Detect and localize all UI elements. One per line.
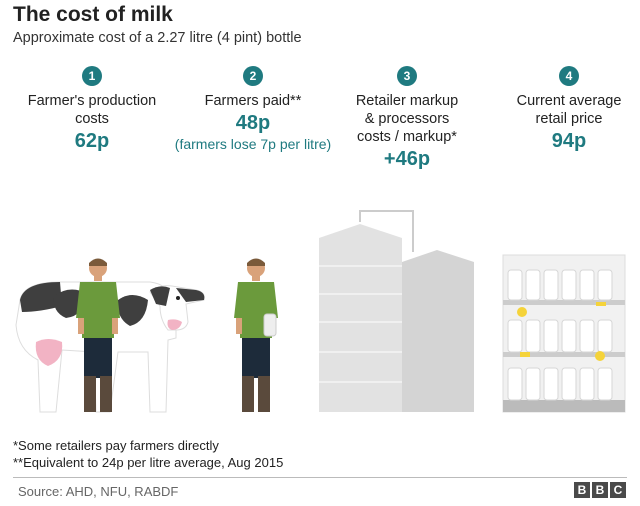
step-value: 48p — [235, 112, 271, 134]
step-number-badge: 4 — [559, 66, 579, 86]
step-label-line: retail price — [535, 111, 603, 127]
bbc-logo-letter: B — [592, 482, 608, 498]
step-number-badge: 3 — [397, 66, 417, 86]
step-value: 94p — [551, 130, 587, 152]
step-2: 2 Farmers paid** 48p (farmers lose 7p pe… — [162, 66, 344, 152]
step-label-line: costs / markup* — [357, 129, 457, 145]
step-label-line: & processors — [364, 111, 450, 127]
source-credit: Source: AHD, NFU, RABDF — [18, 484, 179, 499]
step-value: +46p — [383, 148, 431, 170]
farmer-icon — [76, 258, 120, 412]
step-label-line: Current average — [516, 93, 622, 109]
silo-icon — [319, 210, 474, 412]
footer-divider — [13, 477, 627, 478]
milk-shelf-icon — [502, 254, 626, 413]
step-4: 4 Current average retail price 94p — [498, 66, 640, 153]
step-label-line: Farmers paid** — [204, 93, 302, 109]
step-number-badge: 2 — [243, 66, 263, 86]
farmer-with-milk-icon — [234, 258, 278, 412]
page-title: The cost of milk — [13, 3, 173, 26]
step-value: 62p — [74, 130, 110, 152]
step-1: 1 Farmer's production costs 62p — [12, 66, 172, 153]
footnote-1: *Some retailers pay farmers directly — [13, 438, 219, 453]
step-note: (farmers lose 7p per litre) — [174, 136, 332, 152]
step-label-line: costs — [75, 111, 109, 127]
step-label-line: Retailer markup — [355, 93, 459, 109]
step-number-badge: 1 — [82, 66, 102, 86]
bbc-logo-letter: C — [610, 482, 626, 498]
step-3: 3 Retailer markup & processors costs / m… — [340, 66, 474, 171]
step-label-line: Farmer's production — [27, 93, 157, 109]
footnote-2: **Equivalent to 24p per litre average, A… — [13, 455, 284, 470]
bbc-logo-letter: B — [574, 482, 590, 498]
bbc-logo: B B C — [574, 482, 626, 498]
page-subtitle: Approximate cost of a 2.27 litre (4 pint… — [13, 30, 302, 46]
